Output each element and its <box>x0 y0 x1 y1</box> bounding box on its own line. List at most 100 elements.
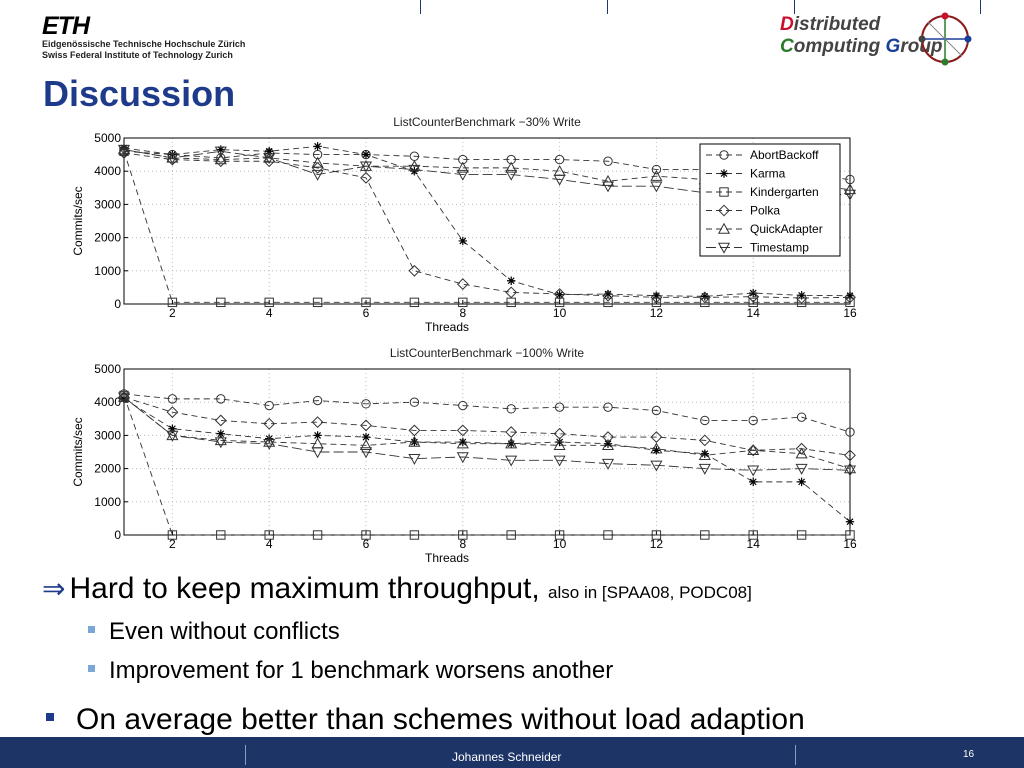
x-tick-label: 12 <box>650 306 664 320</box>
data-point <box>650 460 663 472</box>
data-point <box>506 530 516 540</box>
data-point <box>553 174 566 186</box>
eth-logo: ETH Eidgenössische Technische Hochschule… <box>42 14 245 61</box>
x-tick-label: 12 <box>650 537 664 551</box>
x-tick-label: 10 <box>553 537 567 551</box>
legend-marker <box>719 187 729 197</box>
series-kindergarten <box>119 390 855 540</box>
data-point <box>263 153 276 165</box>
data-point <box>650 291 663 304</box>
data-point <box>651 405 662 416</box>
series-line <box>123 396 851 471</box>
data-point <box>456 161 469 173</box>
x-tick-label: 4 <box>266 306 273 320</box>
y-tick-label: 2000 <box>94 231 121 245</box>
legend-entry: Kindergarten <box>750 185 819 199</box>
sub-bullet-text: Even without conflicts <box>109 618 340 645</box>
plot-area <box>123 137 851 305</box>
legend-marker <box>719 150 729 160</box>
chart-title: ListCounterBenchmark −100% Write <box>390 346 585 360</box>
data-point <box>458 437 467 447</box>
y-tick-label: 3000 <box>94 428 121 442</box>
series-line <box>123 152 851 299</box>
implication-arrow-icon: ⇒ <box>42 573 66 604</box>
data-point <box>747 290 760 303</box>
y-tick-label: 0 <box>114 528 121 542</box>
x-tick-label: 4 <box>266 537 273 551</box>
data-point <box>797 477 806 487</box>
data-point <box>408 424 421 437</box>
data-point <box>601 439 615 451</box>
data-point <box>747 444 760 456</box>
data-point <box>651 297 662 308</box>
y-tick-label: 5000 <box>94 362 121 376</box>
data-point <box>748 297 758 308</box>
data-point <box>700 449 709 458</box>
data-point <box>456 278 469 290</box>
data-point <box>263 417 276 430</box>
data-point <box>650 169 663 181</box>
data-point <box>603 297 613 308</box>
data-point <box>214 437 227 449</box>
eth-name-german: Eidgenössische Technische Hochschule Zür… <box>42 39 246 49</box>
bullet-square-icon <box>88 665 95 673</box>
data-point <box>361 399 371 409</box>
data-point <box>264 530 274 540</box>
header-divider <box>980 0 981 14</box>
data-point <box>554 297 565 308</box>
data-point <box>214 153 227 165</box>
data-point <box>602 431 614 443</box>
series-line <box>123 151 850 303</box>
legend-entry: Polka <box>750 204 780 218</box>
bullet-second-text: On average better than schemes without l… <box>76 703 805 736</box>
data-point <box>845 517 855 526</box>
series-line <box>123 145 851 297</box>
data-point <box>167 530 178 540</box>
data-point <box>505 437 518 449</box>
y-tick-label: 4000 <box>94 395 121 409</box>
data-point <box>456 169 469 181</box>
data-point <box>505 455 518 467</box>
bullet-second: On average better than schemes without l… <box>46 703 805 737</box>
data-point <box>651 164 662 175</box>
series-line <box>123 395 850 536</box>
series-abortbackoff <box>119 389 855 437</box>
data-point <box>214 146 227 158</box>
sub-bullet-text: Improvement for 1 benchmark worsens anot… <box>109 657 614 684</box>
page-number: 16 <box>963 749 975 760</box>
y-axis-label: Commits/sec <box>71 417 85 486</box>
data-point <box>409 397 420 407</box>
legend-entry: AbortBackoff <box>750 148 819 162</box>
data-point <box>749 288 758 298</box>
x-tick-label: 2 <box>169 306 176 320</box>
x-tick-label: 14 <box>747 537 761 551</box>
data-point <box>456 437 469 449</box>
data-point <box>408 435 421 447</box>
data-point <box>167 297 178 308</box>
data-point <box>311 447 324 459</box>
data-point <box>747 444 760 457</box>
x-tick-label: 16 <box>843 537 857 551</box>
data-point <box>650 181 663 193</box>
data-point <box>216 145 225 154</box>
data-point <box>795 463 808 475</box>
x-tick-label: 14 <box>747 306 761 320</box>
data-point <box>312 297 323 308</box>
data-point <box>698 449 711 461</box>
legend-marker <box>717 222 731 234</box>
data-point <box>553 288 566 300</box>
data-point <box>506 404 516 414</box>
data-point <box>603 530 613 540</box>
data-point <box>698 463 711 475</box>
data-point <box>263 439 276 450</box>
data-point <box>409 297 420 308</box>
data-point <box>698 434 711 447</box>
data-point <box>456 452 469 464</box>
x-axis-label: Threads <box>425 320 469 334</box>
data-point <box>845 297 855 308</box>
data-point <box>748 415 758 426</box>
data-point <box>214 414 227 427</box>
data-point <box>845 530 855 540</box>
series-quickadapter <box>117 390 857 474</box>
data-point <box>843 183 857 195</box>
